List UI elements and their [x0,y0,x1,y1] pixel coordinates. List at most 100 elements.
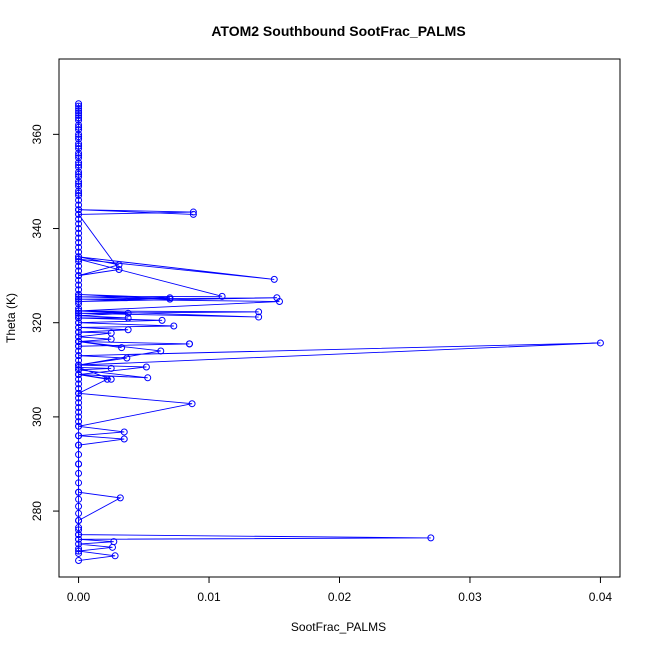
data-point [75,545,83,553]
data-series-group [75,100,604,565]
data-point [75,154,83,162]
data-point [75,144,83,152]
data-point [107,329,115,337]
data-point [75,210,83,218]
data-point [75,352,83,360]
data-point [75,239,83,247]
data-point [103,375,111,383]
data-point [107,364,115,372]
plot-frame [58,58,621,578]
data-point [75,234,83,242]
data-point [75,201,83,209]
data-point [166,295,174,303]
data-point [75,215,83,223]
data-point [75,161,83,169]
data-point [270,275,278,283]
data-point [75,516,83,524]
data-point [75,375,83,383]
data-point [120,428,128,436]
data-point [115,261,123,269]
data-point [75,159,83,167]
data-point [75,469,83,477]
data-point [75,290,83,298]
data-point [124,314,132,322]
y-tick-label: 320 [30,312,44,332]
data-point [75,170,83,178]
data-point [75,338,83,346]
data-point [75,149,83,157]
data-point [75,366,83,374]
data-point [75,130,83,138]
data-point [115,266,123,273]
data-point [75,192,83,200]
data-point [75,314,83,322]
data-point [75,441,83,449]
data-point [75,385,83,393]
data-point [75,451,83,459]
data-point [75,182,83,190]
y-axis: 280 300 320 340 360 [30,124,59,521]
data-point [123,354,131,362]
data-point [75,253,83,261]
data-point [596,339,604,347]
chart-title: ATOM2 Southbound SootFrac_PALMS [211,23,465,39]
data-point [75,361,83,369]
data-point [110,538,118,546]
data-point [75,109,83,117]
data-point [75,163,83,171]
data-point [75,180,83,188]
y-tick-label: 360 [30,124,44,144]
data-point [111,552,119,560]
data-point [75,107,83,115]
data-point [75,488,83,496]
data-point [189,208,197,216]
data-point [75,356,83,364]
data-point [75,177,83,185]
y-tick-label: 340 [30,218,44,238]
data-point [116,494,124,502]
data-point [157,347,165,355]
data-point [158,316,166,324]
data-point [75,272,83,280]
data-point [75,189,83,197]
data-point [75,140,83,148]
data-point [75,243,83,251]
data-point [75,121,83,129]
data-point [75,196,83,204]
y-axis-label: Theta (K) [4,293,18,343]
data-point [75,347,83,355]
data-point [188,400,196,408]
data-point [75,394,83,402]
data-point [75,300,83,308]
data-point [75,133,83,141]
data-point [75,432,83,440]
data-point [273,294,281,302]
data-point [75,257,83,265]
data-point [75,323,83,331]
data-point [118,344,126,352]
data-point [75,557,83,565]
x-tick-label: 0.03 [458,590,482,604]
data-point [75,267,83,275]
x-tick-label: 0.02 [328,590,352,604]
data-point [75,135,83,143]
data-point [75,502,83,510]
data-point [75,114,83,122]
data-point [124,309,132,317]
data-point [75,206,83,214]
data-point [75,380,83,388]
data-point [75,371,83,379]
data-point [75,104,83,112]
x-axis: 0.00 0.01 0.02 0.03 0.04 [67,577,612,604]
data-point [107,375,115,383]
y-tick-label: 300 [30,407,44,427]
data-point [218,292,226,300]
data-point [120,435,128,443]
data-point [75,126,83,134]
data-point [75,479,83,487]
data-point [124,326,132,334]
data-point [75,333,83,341]
data-point [75,102,83,110]
data-point [75,173,83,181]
